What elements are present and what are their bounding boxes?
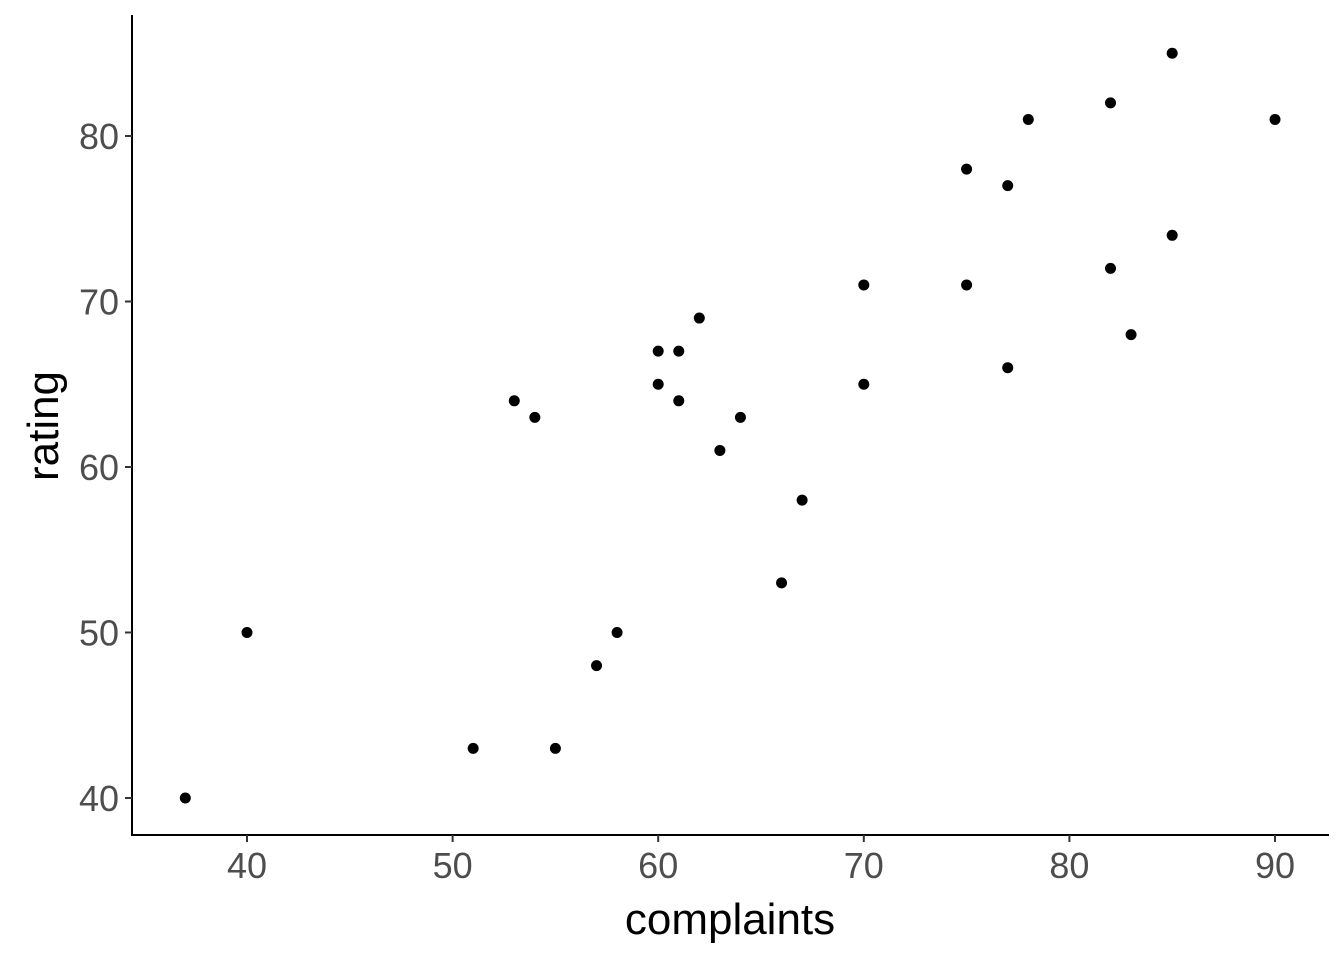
data-point xyxy=(1269,113,1281,125)
data-point xyxy=(673,395,685,407)
data-point xyxy=(776,577,788,589)
data-point xyxy=(1105,262,1117,274)
y-tick-label: 80 xyxy=(79,116,119,157)
data-point xyxy=(796,494,808,506)
data-point xyxy=(858,378,870,390)
x-axis-title: complaints xyxy=(625,895,835,944)
data-point xyxy=(693,312,705,324)
data-point xyxy=(467,742,479,754)
y-tick-label: 60 xyxy=(79,447,119,488)
data-point xyxy=(961,163,973,175)
data-point xyxy=(1022,113,1034,125)
data-point xyxy=(1166,47,1178,59)
data-point xyxy=(179,792,191,804)
data-point xyxy=(529,411,541,423)
data-point xyxy=(673,345,685,357)
y-tick-label: 50 xyxy=(79,613,119,654)
x-ticks: 40 50 60 70 80 90 xyxy=(227,835,1295,886)
data-point xyxy=(858,279,870,291)
data-point xyxy=(1002,180,1014,192)
y-tick-label: 70 xyxy=(79,282,119,323)
x-tick-label: 50 xyxy=(433,845,473,886)
y-ticks: 40 50 60 70 80 xyxy=(79,116,132,819)
data-point xyxy=(1105,97,1117,109)
data-point xyxy=(508,395,520,407)
data-point xyxy=(611,627,623,638)
x-tick-label: 70 xyxy=(844,845,884,886)
x-tick-label: 40 xyxy=(227,845,267,886)
y-axis-title: rating xyxy=(19,371,68,481)
y-tick-label: 40 xyxy=(79,778,119,819)
data-point xyxy=(961,279,973,291)
x-tick-label: 80 xyxy=(1049,845,1089,886)
data-point xyxy=(714,444,726,456)
data-point xyxy=(1002,362,1014,374)
data-point xyxy=(652,378,664,390)
data-point xyxy=(652,345,664,357)
data-point xyxy=(549,742,561,754)
x-tick-label: 90 xyxy=(1255,845,1295,886)
data-point xyxy=(734,411,746,423)
x-tick-label: 60 xyxy=(638,845,678,886)
points-layer xyxy=(179,47,1281,804)
data-point xyxy=(1166,229,1178,241)
data-point xyxy=(1125,329,1137,341)
data-point xyxy=(591,660,603,672)
data-point xyxy=(241,627,253,638)
